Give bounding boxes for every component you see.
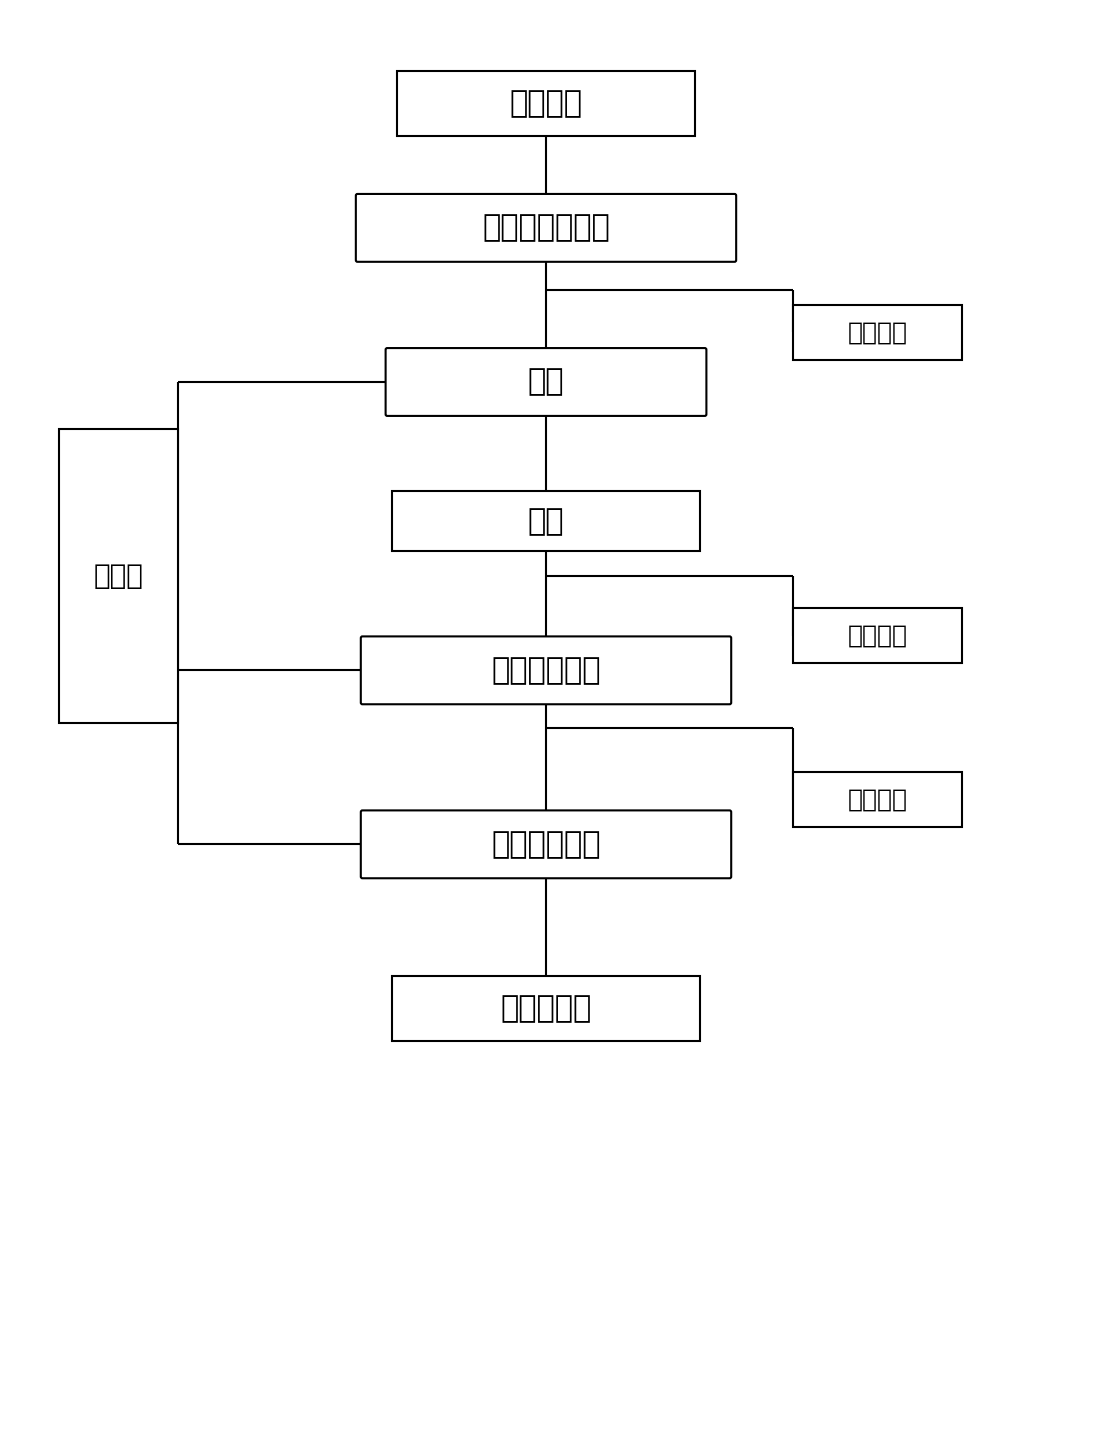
Text: 曝气沉降: 曝气沉降 xyxy=(509,89,583,118)
Text: 反冲洗: 反冲洗 xyxy=(93,562,143,590)
Text: 药剂加入: 药剂加入 xyxy=(847,623,907,648)
Bar xyxy=(392,976,700,1041)
Text: 悬浮污泥过滤: 悬浮污泥过滤 xyxy=(491,655,601,684)
FancyBboxPatch shape xyxy=(361,811,731,878)
Bar xyxy=(397,71,695,135)
Text: 二氧化氯预处理: 二氧化氯预处理 xyxy=(482,214,610,242)
Bar xyxy=(392,491,700,550)
Bar xyxy=(59,430,178,722)
FancyBboxPatch shape xyxy=(386,348,706,416)
FancyBboxPatch shape xyxy=(361,636,731,705)
Bar xyxy=(794,772,962,827)
Text: 药剂加入: 药剂加入 xyxy=(847,320,907,344)
Text: 升压: 升压 xyxy=(528,507,564,536)
Text: 药剂加入: 药剂加入 xyxy=(847,788,907,811)
Bar xyxy=(794,304,962,360)
Bar xyxy=(794,609,962,662)
Text: 悬浮污泥过滤: 悬浮污泥过滤 xyxy=(491,830,601,859)
Text: 达标水回收: 达标水回收 xyxy=(501,994,591,1024)
FancyBboxPatch shape xyxy=(356,194,737,262)
Text: 除油: 除油 xyxy=(528,367,564,396)
